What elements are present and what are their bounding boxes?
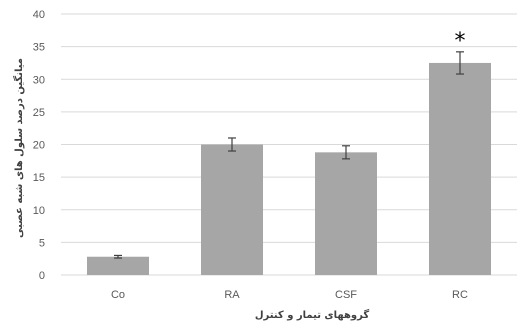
y-axis-title: میانگین درصد سلول های شبه عصبی — [12, 58, 25, 238]
error-bar-rc — [456, 51, 464, 75]
x-axis-title: گروههای تیمار و کنترل — [255, 308, 369, 321]
gridlines — [61, 13, 517, 276]
bar-rc — [429, 62, 491, 275]
y-tick-label-5: 5 — [39, 237, 45, 249]
y-tick-label-15: 15 — [33, 172, 45, 184]
error-bar-csf — [342, 145, 350, 160]
x-axis-ticks: Co RA CSF RC — [111, 289, 468, 301]
x-tick-label-rc: RC — [452, 289, 468, 301]
y-tick-label-40: 40 — [33, 9, 45, 21]
y-tick-label-10: 10 — [33, 205, 45, 217]
error-bar-co — [114, 254, 122, 259]
error-bars — [114, 51, 464, 259]
x-tick-label-csf: CSF — [335, 289, 357, 301]
bar-ra — [201, 144, 263, 275]
x-tick-label-ra: RA — [224, 289, 240, 301]
y-tick-label-35: 35 — [33, 42, 45, 54]
bar-csf — [315, 152, 377, 275]
bar-co — [87, 256, 149, 275]
error-bar-ra — [228, 137, 236, 152]
y-tick-label-25: 25 — [33, 107, 45, 119]
y-axis-ticks: 0 5 10 15 20 25 30 35 40 — [33, 9, 45, 282]
y-tick-label-30: 30 — [33, 74, 45, 86]
x-tick-label-co: Co — [111, 289, 125, 301]
y-tick-label-20: 20 — [33, 140, 45, 152]
bars — [87, 62, 491, 275]
y-tick-label-0: 0 — [39, 270, 45, 282]
annotations: * — [455, 29, 466, 54]
significance-marker: * — [455, 29, 466, 54]
